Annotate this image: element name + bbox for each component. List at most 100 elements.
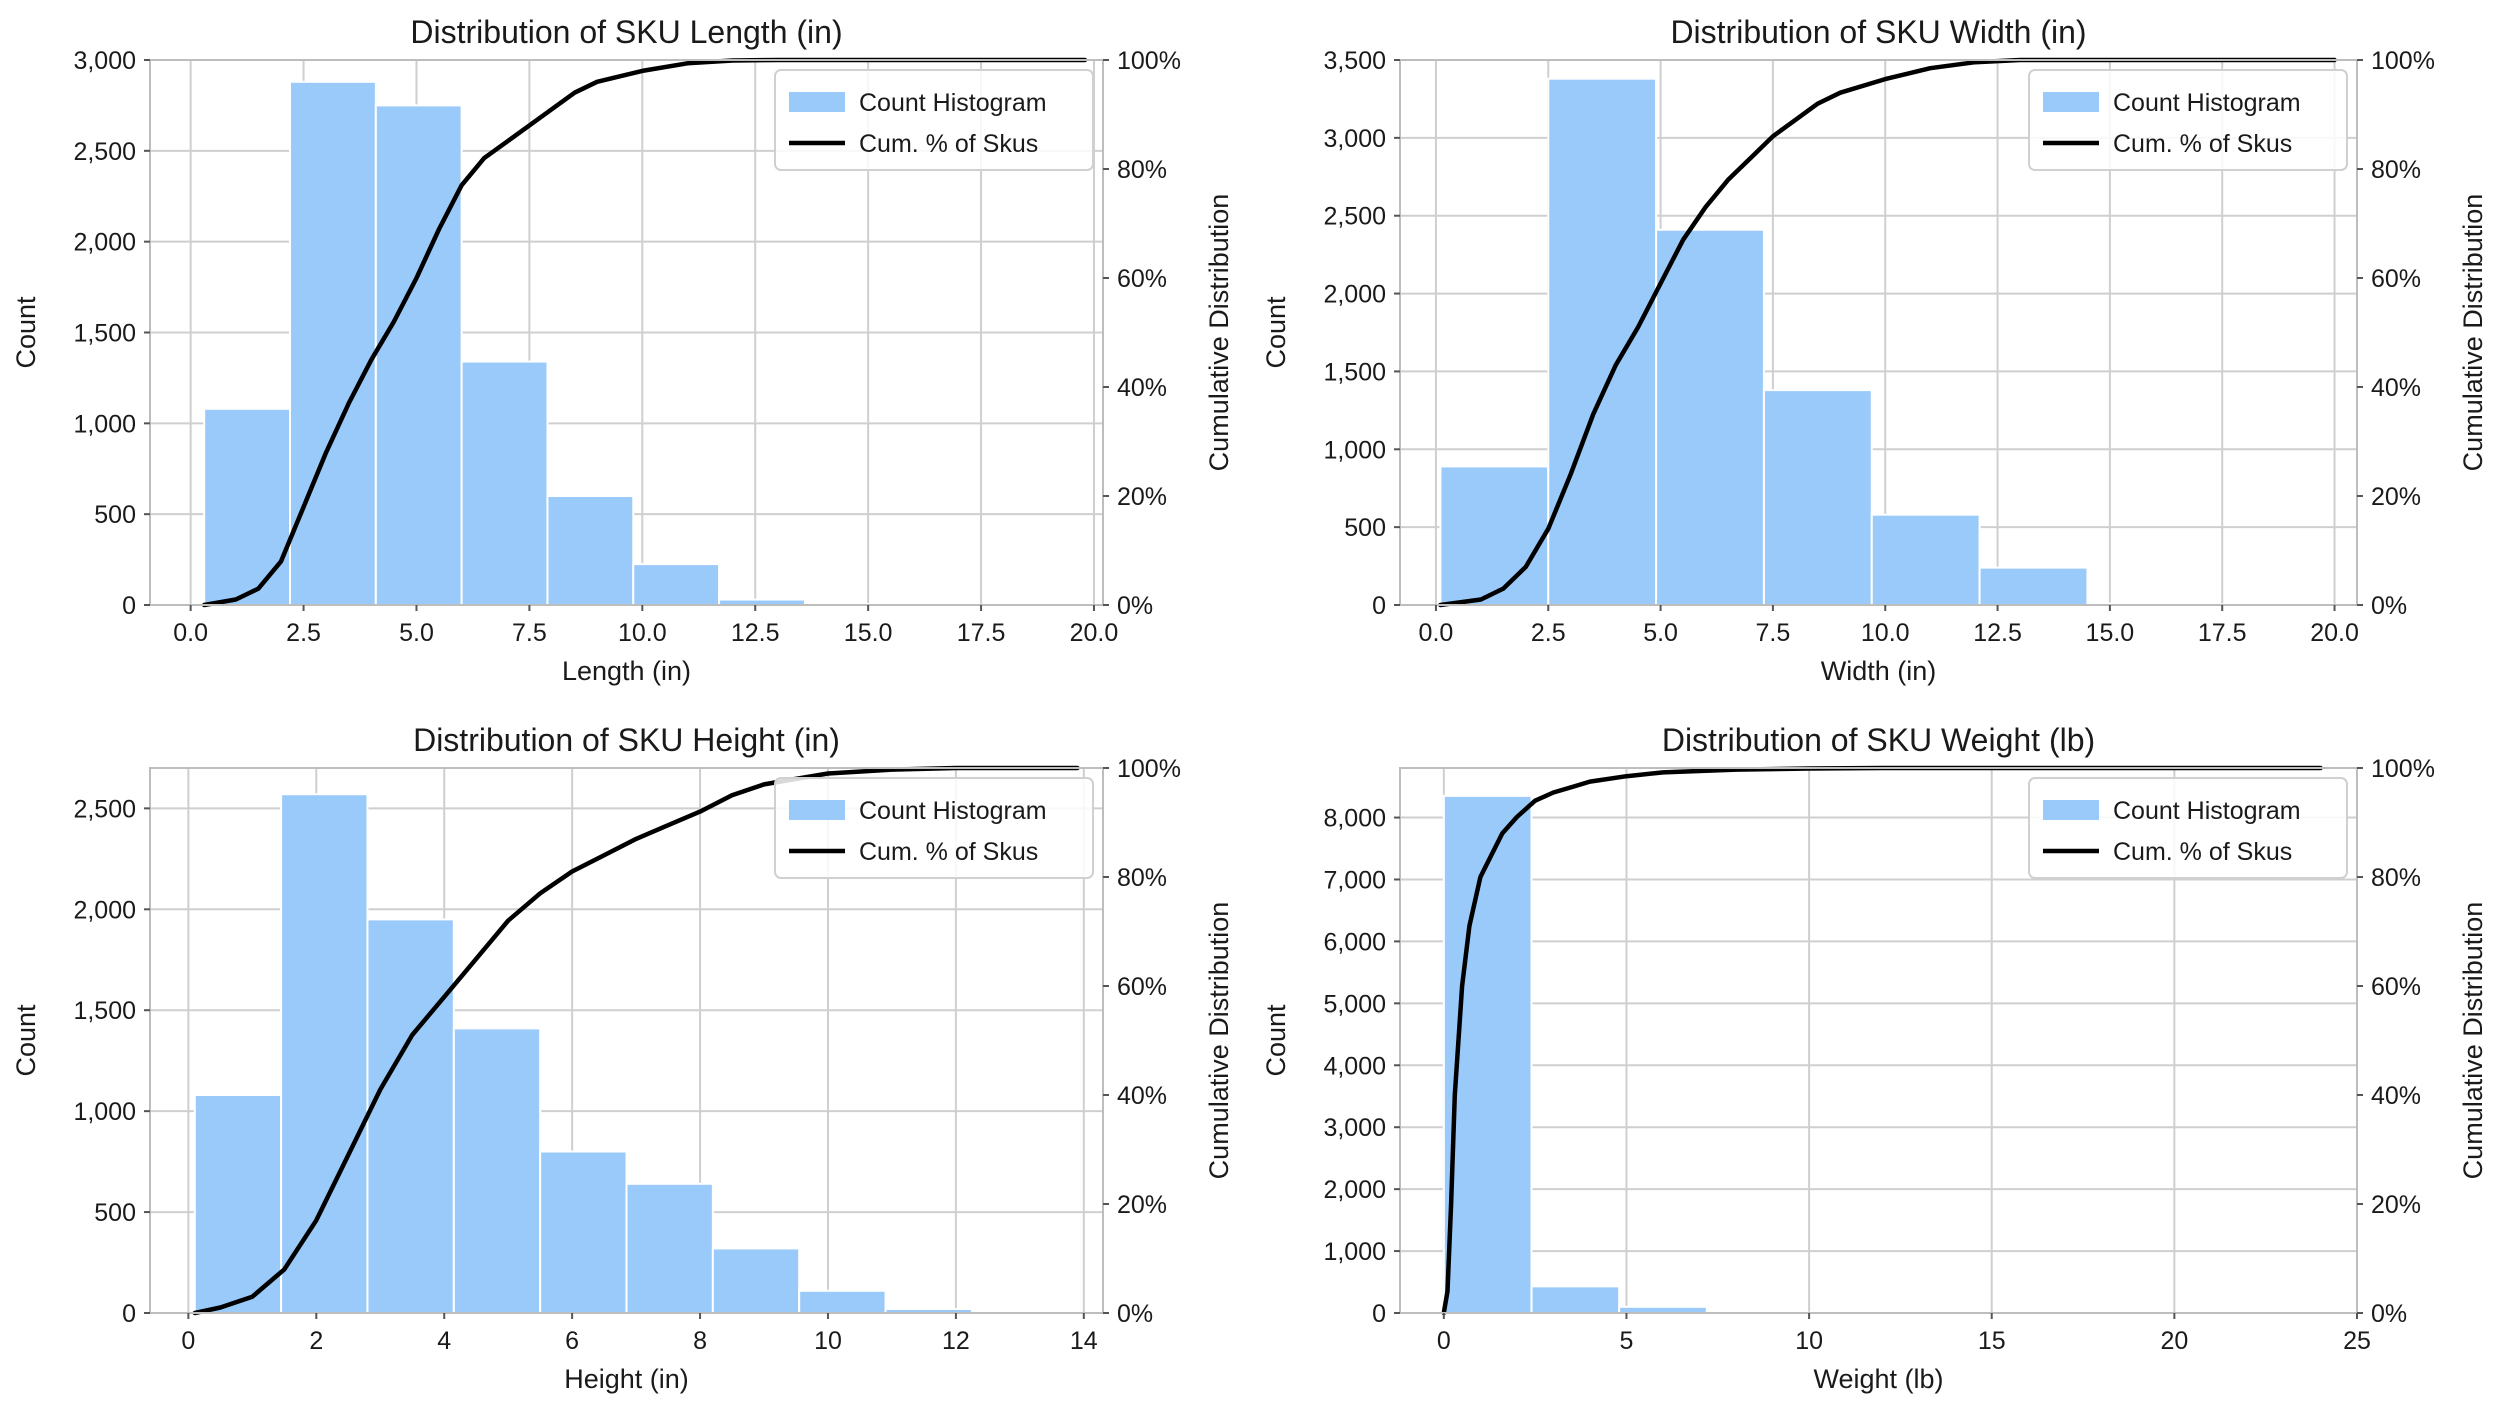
y-axis-label: Count bbox=[11, 296, 41, 369]
histogram-bar bbox=[452, 1027, 542, 1315]
axes-frame bbox=[149, 767, 1104, 1314]
y2-axis-label: Cumulative Distribution bbox=[2458, 194, 2488, 472]
y-tick-label: 1,000 bbox=[1323, 436, 1386, 464]
y-tick-label: 1,000 bbox=[73, 1098, 136, 1126]
x-tick-label: 0.0 bbox=[173, 619, 208, 647]
x-tick-label: 15.0 bbox=[844, 619, 893, 647]
cumulative-line bbox=[1441, 765, 2323, 1316]
y2-axis-label: Cumulative Distribution bbox=[1204, 194, 1234, 472]
y2-tick-label: 40% bbox=[2371, 1082, 2421, 1110]
y-tick-label: 1,000 bbox=[73, 410, 136, 438]
axes-frame bbox=[1399, 59, 2358, 606]
chart-panel-3: 0 2 4 6 8 10 12 14 0 500 1,000 1,500 2,000 2,500 0% 20%… bbox=[11, 722, 1234, 1394]
histogram-bar bbox=[1530, 1285, 1621, 1314]
legend-line-label: Cum. % of Skus bbox=[2113, 838, 2292, 866]
y2-tick-label: 80% bbox=[1117, 864, 1167, 892]
x-tick-label: 2.5 bbox=[1531, 619, 1566, 647]
y2-tick-label: 60% bbox=[1117, 973, 1167, 1001]
x-tick-label: 15 bbox=[1978, 1327, 2006, 1355]
legend: Count Histogram Cum. % of Skus bbox=[774, 777, 1094, 879]
x-tick-label: 10.0 bbox=[1861, 619, 1910, 647]
y2-tick-label: 0% bbox=[1117, 592, 1153, 620]
x-axis-label: Width (in) bbox=[1821, 656, 1937, 686]
y2-tick-label: 20% bbox=[1117, 1191, 1167, 1219]
y2-tick-label: 100% bbox=[1117, 47, 1181, 75]
y-tick-label: 500 bbox=[94, 1199, 136, 1227]
y-tick-label: 5,000 bbox=[1323, 990, 1386, 1018]
y-tick-label: 2,000 bbox=[1323, 281, 1386, 309]
y2-tick-label: 40% bbox=[1117, 374, 1167, 402]
y-tick-label: 3,000 bbox=[73, 47, 136, 75]
y-tick-label: 7,000 bbox=[1323, 866, 1386, 894]
chart-panel-4: 0 5 10 15 20 25 0 1,000 2,000 3,000 4,000 5,000 6,00… bbox=[1261, 722, 2488, 1394]
chart-panel-2: 0.0 2.5 5.0 7.5 10.0 12.5 15.0 17.5 20.0 0 500 1,00… bbox=[1261, 14, 2488, 686]
x-tick-label: 20.0 bbox=[1070, 619, 1119, 647]
legend-line-label: Cum. % of Skus bbox=[2113, 130, 2292, 158]
y-axis-label: Count bbox=[11, 1004, 41, 1077]
legend-line-label: Cum. % of Skus bbox=[859, 838, 1038, 866]
x-tick-label: 14 bbox=[1070, 1327, 1098, 1355]
y2-tick-label: 0% bbox=[2371, 592, 2407, 620]
x-tick-label: 8 bbox=[693, 1327, 707, 1355]
x-tick-label: 0.0 bbox=[1419, 619, 1454, 647]
x-tick-label: 25 bbox=[2343, 1327, 2371, 1355]
x-axis-label: Length (in) bbox=[562, 656, 691, 686]
y2-axis-label: Cumulative Distribution bbox=[2458, 902, 2488, 1180]
y-tick-label: 1,500 bbox=[73, 997, 136, 1025]
y2-tick-label: 80% bbox=[1117, 156, 1167, 184]
x-tick-label: 12 bbox=[942, 1327, 970, 1355]
legend-bar-swatch bbox=[789, 800, 845, 820]
x-tick-label: 6 bbox=[565, 1327, 579, 1355]
y-tick-label: 3,500 bbox=[1323, 47, 1386, 75]
legend-bar-swatch bbox=[2043, 92, 2099, 112]
y-tick-label: 2,500 bbox=[73, 795, 136, 823]
y2-tick-label: 100% bbox=[1117, 755, 1181, 783]
x-tick-label: 0 bbox=[1437, 1327, 1451, 1355]
legend-bar-label: Count Histogram bbox=[2113, 797, 2301, 825]
histogram-bar bbox=[539, 1150, 628, 1315]
y-tick-label: 0 bbox=[122, 1300, 136, 1328]
cumulative-line bbox=[1438, 57, 2337, 608]
y2-tick-label: 60% bbox=[1117, 265, 1167, 293]
x-tick-label: 12.5 bbox=[731, 619, 780, 647]
legend-box bbox=[774, 777, 1094, 879]
histogram-bar bbox=[1655, 228, 1765, 606]
legend-line-label: Cum. % of Skus bbox=[859, 130, 1038, 158]
histogram-bar bbox=[374, 104, 463, 607]
x-tick-label: 20 bbox=[2160, 1327, 2188, 1355]
x-tick-label: 15.0 bbox=[2086, 619, 2135, 647]
x-tick-label: 2 bbox=[309, 1327, 323, 1355]
x-tick-label: 5 bbox=[1620, 1327, 1634, 1355]
x-tick-label: 2.5 bbox=[286, 619, 321, 647]
histogram-bar bbox=[289, 80, 377, 607]
legend-box bbox=[774, 69, 1094, 171]
histogram-bar bbox=[1762, 389, 1873, 606]
histogram-bar bbox=[366, 918, 455, 1315]
legend-bar-swatch bbox=[789, 92, 845, 112]
y-tick-label: 1,500 bbox=[73, 320, 136, 348]
y2-tick-label: 40% bbox=[1117, 1082, 1167, 1110]
y2-tick-label: 60% bbox=[2371, 265, 2421, 293]
x-tick-label: 10 bbox=[814, 1327, 842, 1355]
histogram-bar bbox=[798, 1289, 887, 1314]
y-tick-label: 8,000 bbox=[1323, 805, 1386, 833]
x-tick-label: 20.0 bbox=[2310, 619, 2359, 647]
cumulative-line bbox=[201, 57, 1088, 608]
histogram-bar bbox=[280, 793, 369, 1314]
y-tick-label: 2,500 bbox=[1323, 203, 1386, 231]
y2-tick-label: 60% bbox=[2371, 973, 2421, 1001]
y-tick-label: 3,000 bbox=[1323, 125, 1386, 153]
y-tick-label: 4,000 bbox=[1323, 1052, 1386, 1080]
y-tick-label: 1,500 bbox=[1323, 358, 1386, 386]
y2-axis-label: Cumulative Distribution bbox=[1204, 902, 1234, 1180]
legend: Count Histogram Cum. % of Skus bbox=[2028, 777, 2348, 879]
y2-tick-label: 20% bbox=[1117, 483, 1167, 511]
legend-bar-swatch bbox=[2043, 800, 2099, 820]
x-axis-label: Weight (lb) bbox=[1813, 1364, 1943, 1394]
x-tick-label: 5.0 bbox=[399, 619, 434, 647]
chart-panel-1: 0.0 2.5 5.0 7.5 10.0 12.5 15.0 17.5 20.0 0 500 1,00… bbox=[11, 14, 1234, 686]
x-axis-label: Height (in) bbox=[564, 1364, 689, 1394]
y-tick-label: 500 bbox=[94, 501, 136, 529]
x-tick-label: 10 bbox=[1795, 1327, 1823, 1355]
